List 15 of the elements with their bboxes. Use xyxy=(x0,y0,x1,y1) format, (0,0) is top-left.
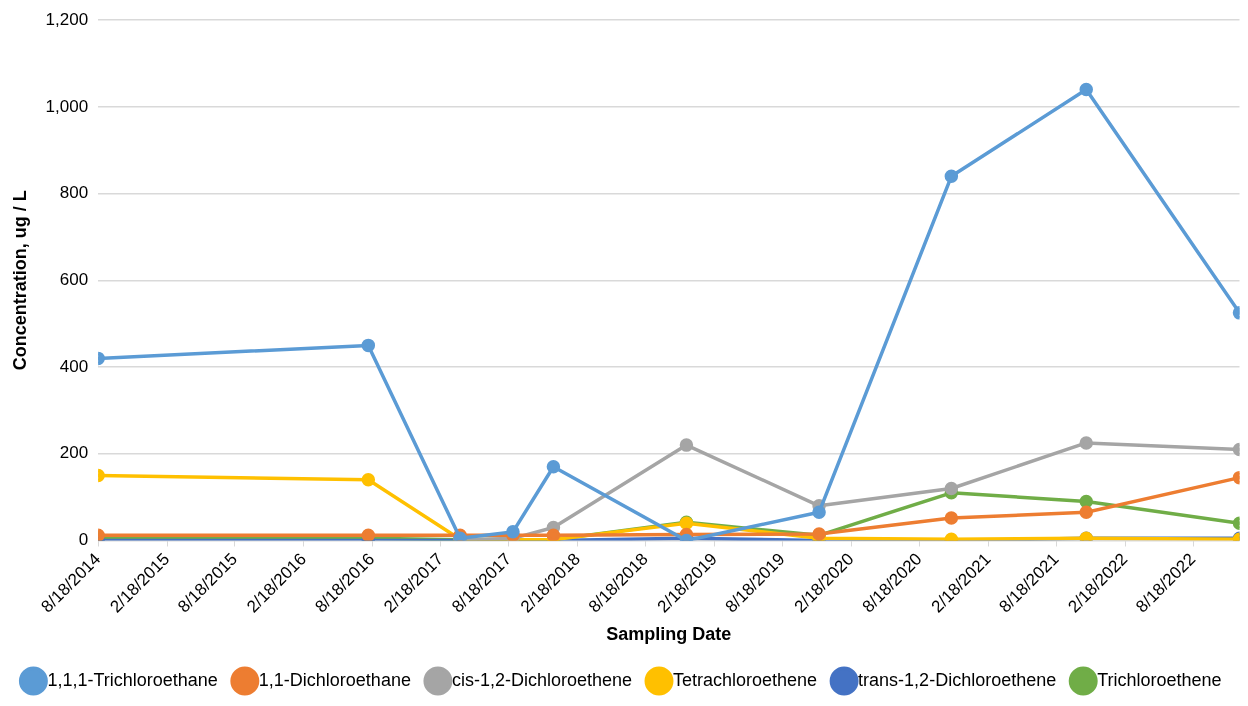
y-tick-label: 1,200 xyxy=(45,9,89,29)
y-axis-title: Concentration, ug / L xyxy=(9,190,30,371)
y-tick-label: 400 xyxy=(59,356,89,376)
y-tick-label: 0 xyxy=(78,530,89,550)
y-tick-label: 800 xyxy=(59,183,89,203)
y-tick-label: 200 xyxy=(59,443,89,463)
legend-label: Tetrachloroethene xyxy=(673,669,818,690)
legend-label: Trichloroethene xyxy=(1097,669,1222,690)
legend-label: 1,1,1-Trichloroethane xyxy=(47,669,218,690)
y-tick-label: 1,000 xyxy=(45,96,89,116)
legend-label: 1,1-Dichloroethane xyxy=(258,669,411,690)
y-tick-label: 600 xyxy=(59,270,89,290)
x-axis-title: Sampling Date xyxy=(606,624,732,645)
legend-label: cis-1,2-Dichloroethene xyxy=(451,669,633,690)
legend-label: trans-1,2-Dichloroethene xyxy=(858,669,1057,690)
